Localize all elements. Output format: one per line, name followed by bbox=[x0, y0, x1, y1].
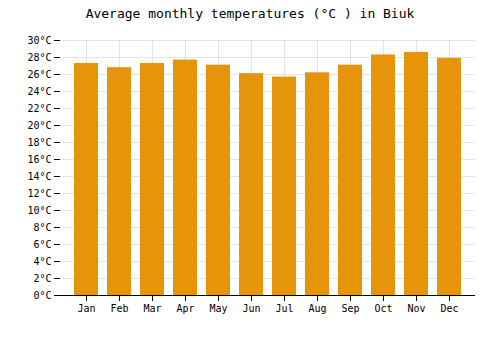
svg-text:16°C: 16°C bbox=[27, 154, 51, 165]
svg-text:30°C: 30°C bbox=[27, 35, 51, 46]
svg-text:Jun: Jun bbox=[242, 303, 260, 314]
svg-text:Feb: Feb bbox=[110, 303, 128, 314]
svg-text:6°C: 6°C bbox=[33, 239, 51, 250]
svg-text:Dec: Dec bbox=[440, 303, 458, 314]
svg-text:20°C: 20°C bbox=[27, 120, 51, 131]
svg-text:Sep: Sep bbox=[341, 303, 359, 314]
svg-text:Aug: Aug bbox=[308, 303, 326, 314]
svg-text:22°C: 22°C bbox=[27, 103, 51, 114]
svg-text:Nov: Nov bbox=[407, 303, 425, 314]
svg-text:Apr: Apr bbox=[176, 303, 194, 314]
svg-text:10°C: 10°C bbox=[27, 205, 51, 216]
svg-text:12°C: 12°C bbox=[27, 188, 51, 199]
svg-text:Jul: Jul bbox=[275, 303, 293, 314]
svg-text:4°C: 4°C bbox=[33, 256, 51, 267]
svg-text:24°C: 24°C bbox=[27, 86, 51, 97]
svg-text:18°C: 18°C bbox=[27, 137, 51, 148]
svg-text:26°C: 26°C bbox=[27, 69, 51, 80]
svg-text:2°C: 2°C bbox=[33, 273, 51, 284]
svg-text:Oct: Oct bbox=[374, 303, 392, 314]
svg-text:May: May bbox=[209, 303, 227, 314]
html-text:Average monthly temperatures (: Average monthly temperatures (°C ) in Bi… bbox=[85, 6, 415, 21]
svg-text:Mar: Mar bbox=[143, 303, 161, 314]
svg-text:Jan: Jan bbox=[77, 303, 95, 314]
svg-text:28°C: 28°C bbox=[27, 52, 51, 63]
svg-text:8°C: 8°C bbox=[33, 222, 51, 233]
svg-text:0°C: 0°C bbox=[33, 290, 51, 301]
svg-text:14°C: 14°C bbox=[27, 171, 51, 182]
